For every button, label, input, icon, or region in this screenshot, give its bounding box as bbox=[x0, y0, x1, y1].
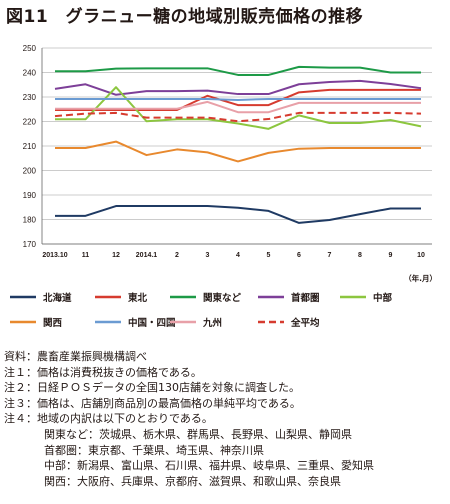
x-tick-label: 11 bbox=[82, 252, 90, 259]
x-tick-label: 12 bbox=[112, 252, 120, 259]
y-tick-label: 220 bbox=[23, 118, 37, 127]
legend-label: 中部 bbox=[373, 292, 393, 304]
x-tick-label: 10 bbox=[417, 252, 425, 259]
note-1: 注１：価格は消費税抜きの価格である。 bbox=[4, 365, 202, 379]
legend-label: 全平均 bbox=[290, 317, 320, 329]
y-tick-label: 190 bbox=[23, 191, 37, 200]
legend-label: 東北 bbox=[127, 292, 148, 304]
region-shutoken: 首都圏：東京都、千葉県、埼玉県、神奈川県 bbox=[44, 443, 264, 457]
y-tick-label: 180 bbox=[23, 216, 37, 225]
x-tick-label: 3 bbox=[206, 252, 210, 259]
x-tick-label: 5 bbox=[267, 252, 271, 259]
note-3: 注３：価格は、店舗別商品別の最高価格の単純平均である。 bbox=[4, 396, 301, 410]
series-line bbox=[55, 140, 421, 163]
legend-label: 首都圏 bbox=[291, 292, 320, 304]
y-tick-label: 210 bbox=[23, 142, 37, 151]
y-tick-label: 240 bbox=[23, 69, 37, 78]
region-kanto: 関東など：茨城県、栃木県、群馬県、長野県、山梨県、静岡県 bbox=[44, 427, 352, 441]
series-line bbox=[55, 86, 422, 130]
y-tick-label: 200 bbox=[23, 167, 37, 176]
x-tick-label: 8 bbox=[358, 252, 362, 259]
legend-label: 北海道 bbox=[43, 292, 72, 304]
series-line bbox=[54, 111, 422, 123]
x-tick-label: 6 bbox=[297, 252, 301, 259]
legend-label: 中国・四国 bbox=[128, 317, 176, 329]
y-tick-label: 230 bbox=[23, 93, 37, 102]
x-tick-label: 7 bbox=[328, 252, 332, 259]
series-line bbox=[55, 97, 421, 101]
region-kansai: 関西：大阪府、兵庫県、京都府、滋賀県、和歌山県、奈良県 bbox=[44, 474, 341, 488]
x-tick-label: 9 bbox=[389, 252, 393, 259]
series-line bbox=[55, 65, 421, 76]
series-line bbox=[55, 205, 421, 224]
x-tick-label: 2013.10 bbox=[42, 252, 67, 259]
legend-label: 関西 bbox=[43, 318, 63, 329]
series-line bbox=[55, 100, 421, 114]
region-chubu: 中部：新潟県、富山県、石川県、福井県、岐阜県、三重県、愛知県 bbox=[44, 459, 374, 473]
x-unit-label: （年.月） bbox=[404, 273, 437, 283]
y-tick-label: 250 bbox=[23, 44, 37, 53]
y-tick-label: 170 bbox=[23, 240, 37, 249]
chart-title: 図11 グラニュー糖の地域別販売価格の推移 bbox=[6, 7, 364, 27]
series-line bbox=[55, 88, 421, 111]
x-tick-label: 2 bbox=[175, 252, 179, 259]
note-2: 注２：日経ＰＯＳデータの全国130店舗を対象に調査した。 bbox=[4, 381, 300, 395]
x-tick-label: 2014.1 bbox=[136, 252, 158, 259]
legend-label: 九州 bbox=[202, 317, 222, 329]
legend-label: 関東など bbox=[203, 292, 242, 304]
series-line bbox=[54, 79, 422, 96]
notes-block: 資料：農畜産業振興機構調べ 注１：価格は消費税抜きの価格である。 注２：日経ＰＯ… bbox=[4, 349, 448, 489]
x-tick-label: 4 bbox=[236, 252, 240, 259]
note-4: 注４：地域の内訳は以下のとおりである。 bbox=[4, 412, 213, 426]
source-note: 資料：農畜産業振興機構調べ bbox=[4, 350, 147, 363]
